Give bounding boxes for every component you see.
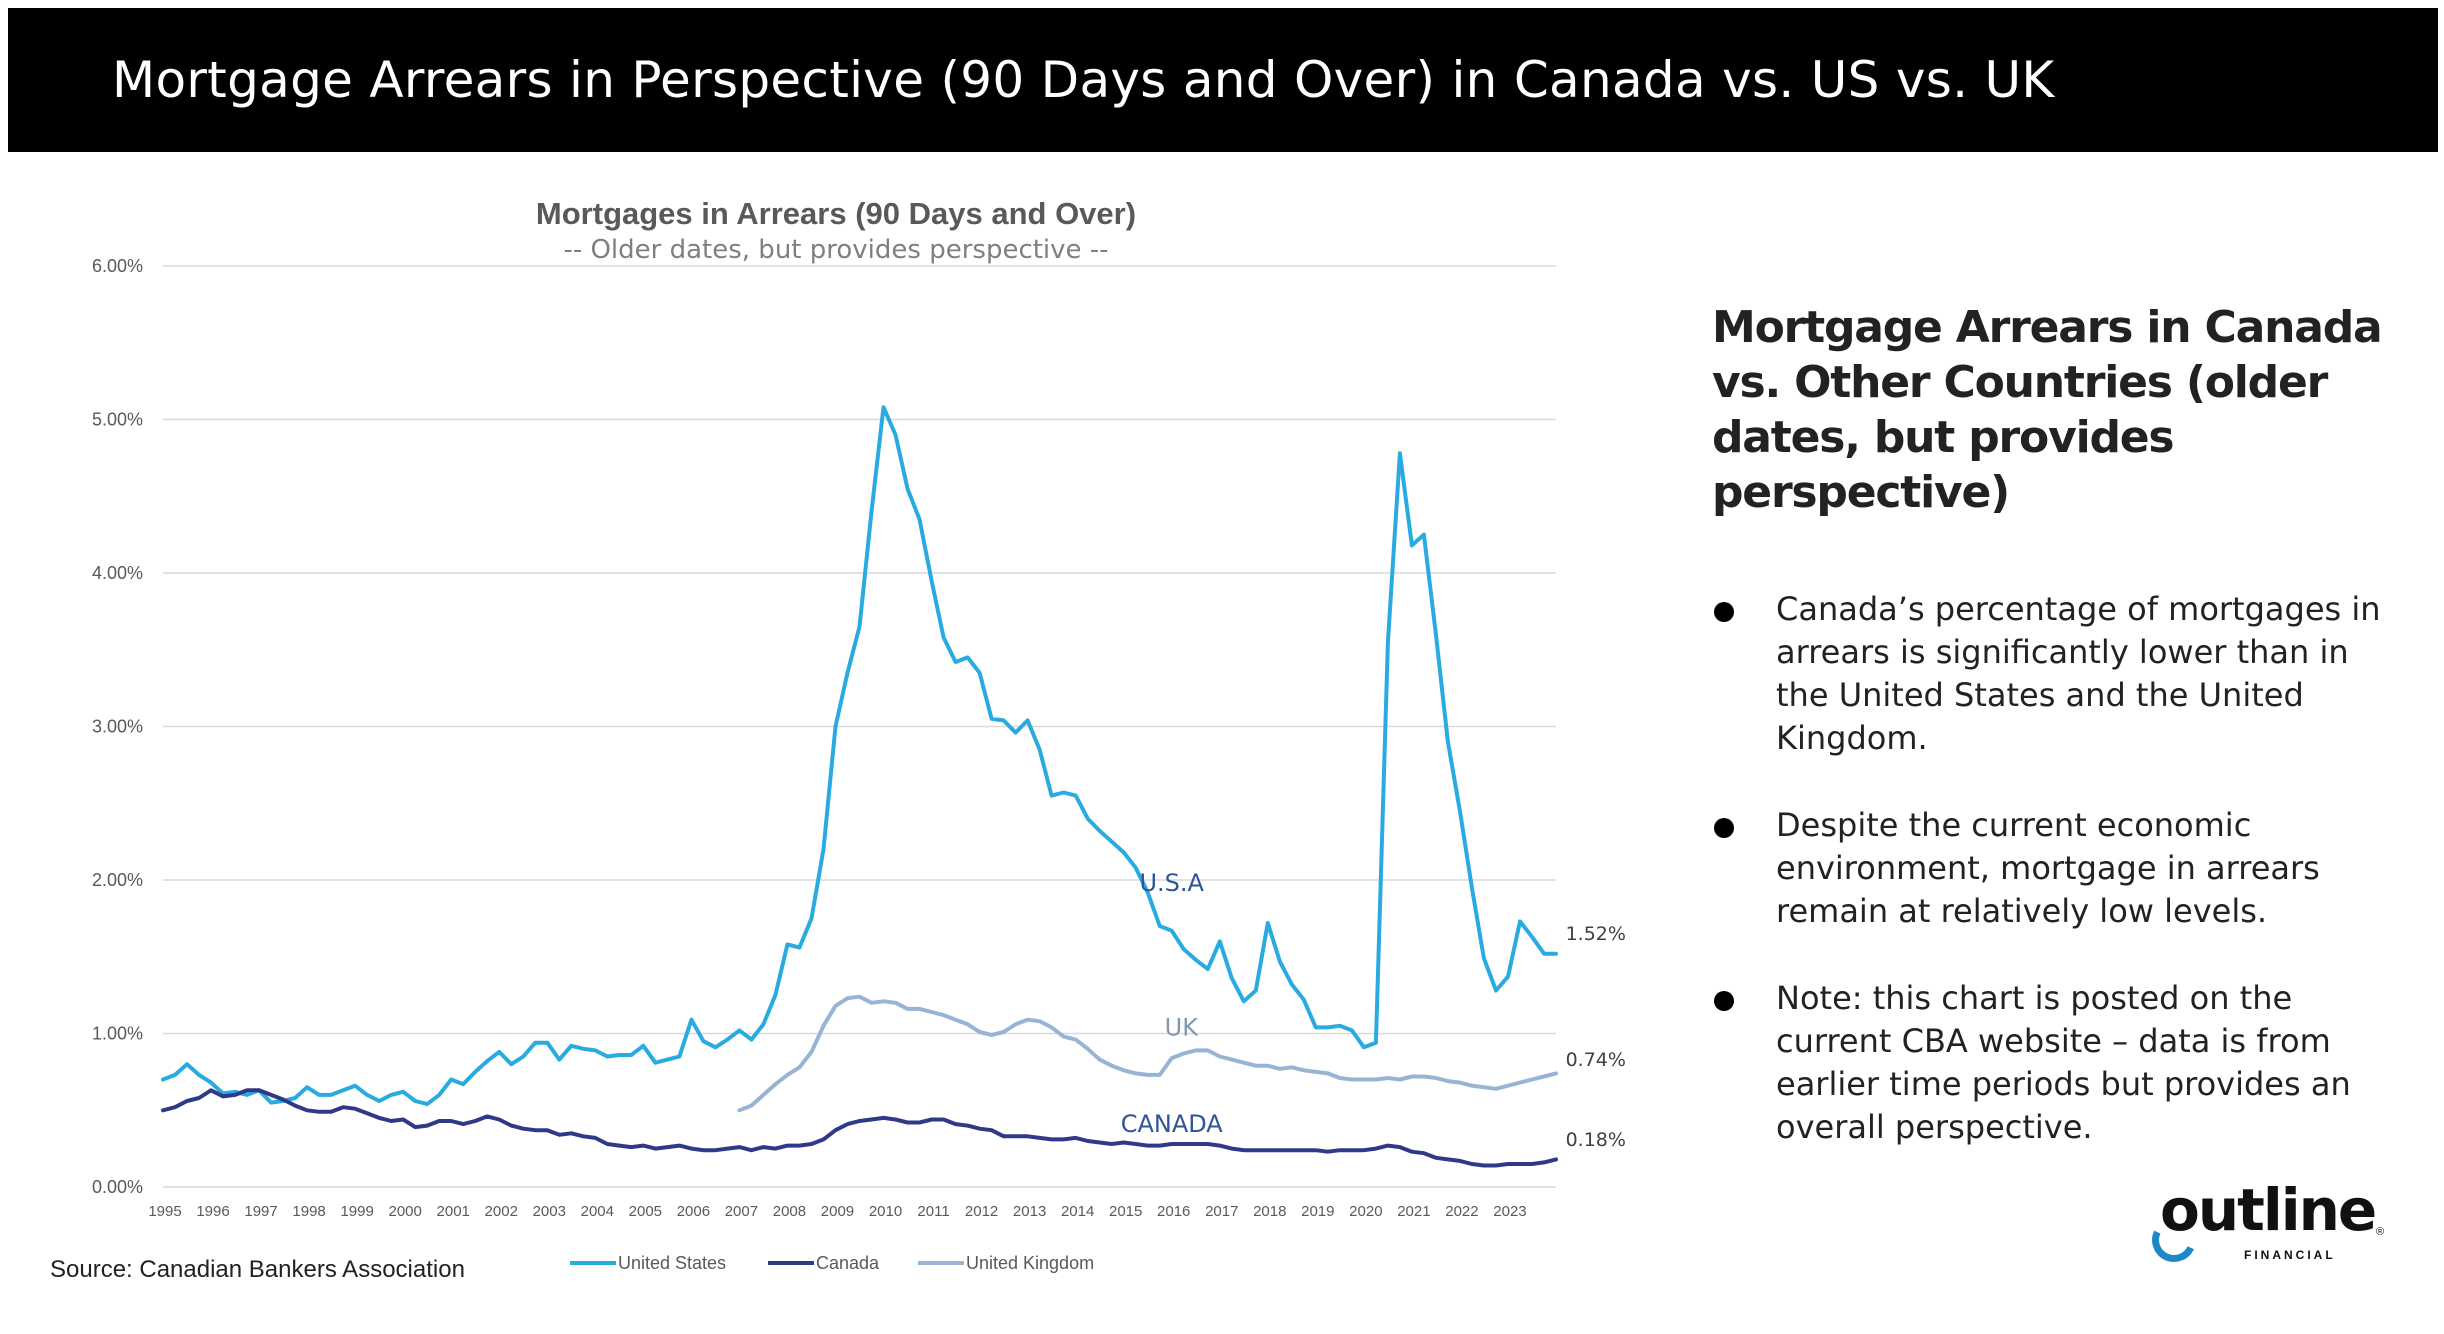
logo-wordmark: outline: [2160, 1176, 2377, 1244]
legend-label: Canada: [816, 1253, 880, 1273]
chart-legend: United States Canada United Kingdom: [570, 1253, 1094, 1273]
x-tick-label: 2000: [388, 1203, 421, 1220]
series-line-united-kingdom: [737, 994, 1558, 1113]
x-tick-label: 2014: [1061, 1203, 1094, 1220]
x-tick-label: 2013: [1013, 1203, 1046, 1220]
x-tick-label: 2015: [1109, 1203, 1142, 1220]
x-tick-label: 2023: [1493, 1203, 1526, 1220]
data-label: 0.74%: [1566, 1049, 1626, 1071]
bullet-item: Canada’s percentage of mortgages in arre…: [1712, 588, 2392, 760]
x-tick-label: 1998: [292, 1203, 325, 1220]
outline-financial-logo: outline FINANCIAL ®: [2145, 1176, 2390, 1269]
x-tick-label: 1997: [244, 1203, 277, 1220]
x-tick-label: 1995: [148, 1203, 181, 1220]
chart-series: [161, 405, 1558, 1168]
x-tick-label: 1996: [196, 1203, 229, 1220]
legend-label: United States: [618, 1253, 726, 1273]
series-line-united-states: [161, 405, 1558, 1107]
x-tick-label: 2007: [725, 1203, 758, 1220]
x-tick-label: 2016: [1157, 1203, 1190, 1220]
data-label: 1.52%: [1566, 923, 1626, 945]
bullet-text: Note: this chart is posted on the curren…: [1776, 979, 2351, 1146]
x-tick-label: 2012: [965, 1203, 998, 1220]
bullet-list: Canada’s percentage of mortgages in arre…: [1712, 588, 2392, 1149]
data-label: U.S.A: [1139, 869, 1204, 897]
y-tick-label: 0.00%: [92, 1177, 143, 1197]
x-tick-label: 2005: [629, 1203, 662, 1220]
x-tick-label: 2006: [677, 1203, 710, 1220]
bullet-icon: [1714, 991, 1734, 1011]
x-tick-label: 2018: [1253, 1203, 1286, 1220]
bullet-text: Canada’s percentage of mortgages in arre…: [1776, 590, 2381, 757]
logo-subtitle: FINANCIAL: [2244, 1248, 2336, 1262]
bullet-item: Note: this chart is posted on the curren…: [1712, 977, 2392, 1149]
side-heading: Mortgage Arrears in Canada vs. Other Cou…: [1712, 302, 2383, 518]
chart-subtitle: -- Older dates, but provides perspective…: [563, 235, 1108, 265]
series-line-canada: [161, 1088, 1558, 1168]
x-tick-label: 2003: [533, 1203, 566, 1220]
y-tick-label: 5.00%: [92, 410, 143, 430]
x-tick-label: 2011: [917, 1203, 949, 1220]
data-label: UK: [1165, 1013, 1200, 1041]
y-tick-label: 6.00%: [92, 256, 143, 276]
chart-title: Mortgages in Arrears (90 Days and Over): [536, 196, 1136, 231]
y-tick-label: 3.00%: [92, 717, 143, 737]
x-tick-label: 2009: [821, 1203, 854, 1220]
data-label: CANADA: [1121, 1110, 1224, 1138]
bullet-item: Despite the current economic environment…: [1712, 804, 2392, 933]
data-label: 0.18%: [1566, 1129, 1626, 1151]
bullet-text: Despite the current economic environment…: [1776, 806, 2320, 930]
x-tick-label: 2017: [1205, 1203, 1238, 1220]
y-axis-ticks: 0.00% 1.00% 2.00% 3.00% 4.00% 5.00% 6.00%: [92, 256, 143, 1197]
legend-label: United Kingdom: [966, 1253, 1094, 1273]
x-tick-label: 2010: [869, 1203, 902, 1220]
x-tick-label: 2020: [1349, 1203, 1382, 1220]
x-tick-label: 2021: [1397, 1203, 1430, 1220]
x-tick-label: 2019: [1301, 1203, 1334, 1220]
x-tick-label: 2002: [485, 1203, 518, 1220]
x-tick-label: 1999: [340, 1203, 373, 1220]
y-tick-label: 4.00%: [92, 563, 143, 583]
x-tick-label: 2004: [581, 1203, 614, 1220]
logo-registered-mark: ®: [2376, 1226, 2385, 1238]
chart-gridlines: [163, 265, 1556, 1188]
source-note: Source: Canadian Bankers Association: [50, 1256, 465, 1283]
x-axis-ticks: 1995 1996 1997 1998 1999 2000 2001 2002 2003 2004…: [148, 1203, 1526, 1220]
bullet-icon: [1714, 818, 1734, 838]
header-title: Mortgage Arrears in Perspective (90 Days…: [8, 8, 2438, 152]
x-tick-label: 2008: [773, 1203, 806, 1220]
y-tick-label: 2.00%: [92, 870, 143, 890]
side-panel: Mortgage Arrears in Canada vs. Other Cou…: [1712, 300, 2392, 1193]
x-tick-label: 2001: [437, 1203, 470, 1220]
x-tick-label: 2022: [1445, 1203, 1478, 1220]
chart-annotations: U.S.A UK CANADA 1.52% 0.74% 0.18%: [1121, 869, 1626, 1151]
y-tick-label: 1.00%: [92, 1024, 143, 1044]
bullet-icon: [1714, 602, 1734, 622]
